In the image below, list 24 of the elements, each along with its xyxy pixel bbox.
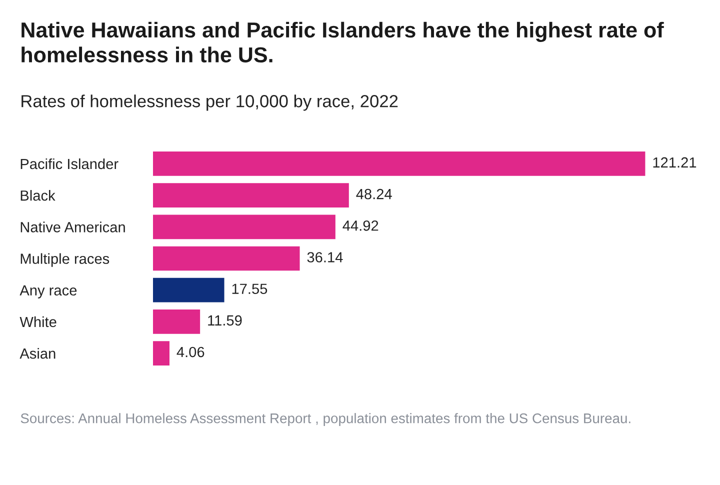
chart-title: Native Hawaiians and Pacific Islanders have the highest rate of homelessness in the US. — [22, 22, 664, 62]
y-tick-label: Pacific Islander — [20, 158, 118, 170]
data-label: 48.24 — [356, 188, 392, 200]
data-label: 44.92 — [342, 220, 378, 231]
source-note: Sources: Annual Homeless Assessment Report , population estimates from the US Census Bureau. — [20, 413, 630, 426]
y-tick-label: White — [20, 316, 56, 328]
bar — [153, 214, 336, 240]
data-label: 11.59 — [208, 315, 242, 326]
data-label: 4.06 — [176, 346, 204, 358]
bar — [153, 246, 300, 271]
y-tick-label: Black — [20, 190, 56, 201]
data-label: 36.14 — [307, 252, 343, 262]
y-tick-label: Native American — [20, 222, 125, 232]
y-tick-label: Any race — [20, 285, 77, 298]
y-tick-label: Multiple races — [20, 253, 110, 267]
bar — [153, 183, 349, 208]
chart-subtitle: Rates of homelessness per 10,000 by race, 2022 — [22, 94, 398, 111]
data-label: 17.55 — [232, 284, 268, 294]
bar — [153, 310, 200, 334]
bar — [153, 278, 224, 302]
y-tick-label: Asian — [20, 348, 56, 359]
bar — [153, 341, 170, 366]
bar — [153, 152, 646, 176]
data-label: 121.21 — [653, 157, 696, 168]
